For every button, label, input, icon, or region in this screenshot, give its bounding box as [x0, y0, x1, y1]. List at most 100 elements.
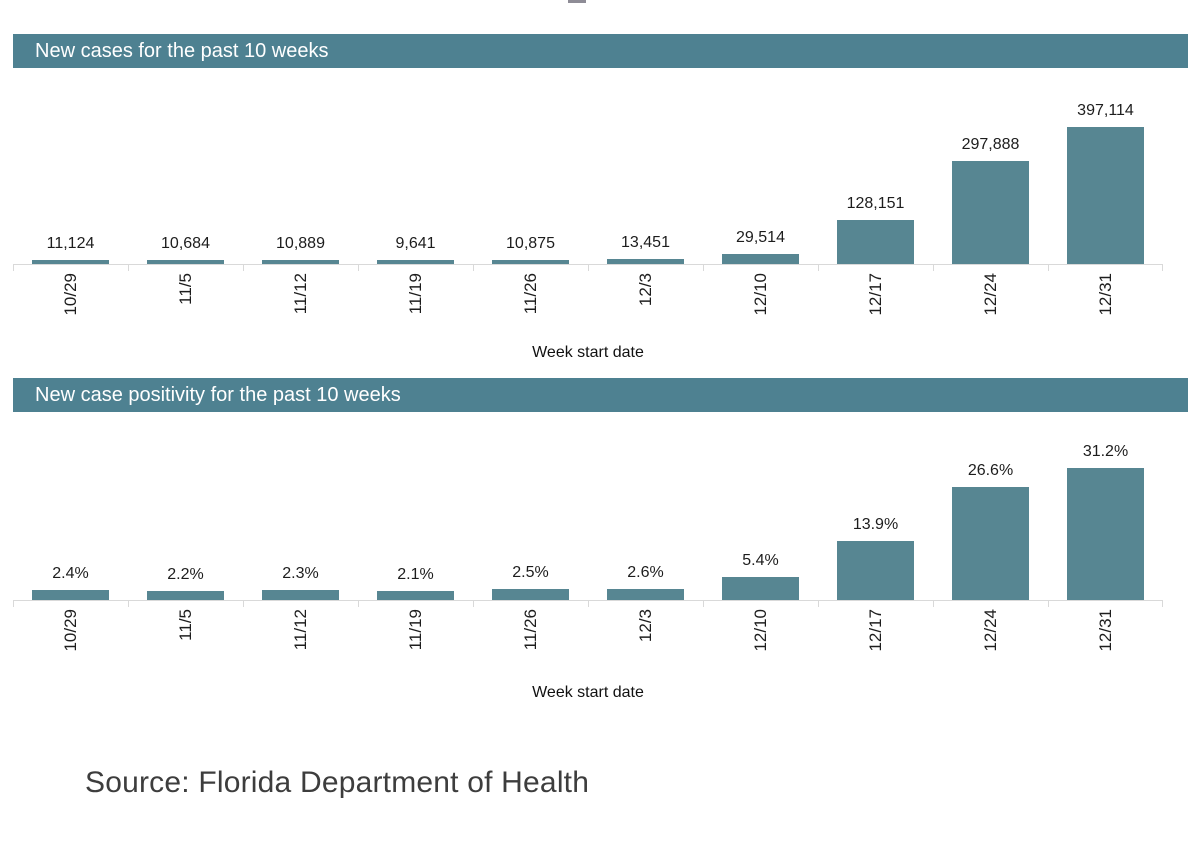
x-tick-label: 11/19	[405, 273, 425, 315]
bar-value-label: 9,641	[395, 235, 436, 252]
x-tick-label: 12/10	[750, 273, 770, 316]
axis-tick-mark	[473, 265, 474, 271]
bar-slot: 10,875	[473, 68, 588, 264]
x-tick: 12/3	[588, 601, 703, 680]
axis-tick-mark	[703, 265, 704, 271]
chart2-x-axis: 10/29 11/5 11/12 11/19 11/26 12/3 12/10 12/17 12…	[13, 600, 1163, 680]
chart1-bars: 11,124 10,684 10,889 9,641 10,875 13,451 29,51…	[13, 68, 1163, 264]
bar-slot: 2.3%	[243, 412, 358, 600]
bar	[261, 590, 340, 600]
bar	[721, 577, 800, 600]
x-tick: 12/17	[818, 265, 933, 344]
bar	[261, 260, 340, 264]
bar	[491, 589, 570, 600]
x-tick-label: 12/24	[980, 609, 1000, 652]
axis-tick-mark	[933, 601, 934, 607]
x-tick-label: 12/24	[980, 273, 1000, 316]
axis-tick-mark	[1162, 601, 1163, 607]
bar-value-label: 10,684	[161, 235, 210, 252]
bar-value-label: 128,151	[846, 195, 905, 212]
chart2-title-banner: New case positivity for the past 10 week…	[13, 378, 1188, 412]
bar-slot: 10,889	[243, 68, 358, 264]
x-tick: 10/29	[13, 601, 128, 680]
x-tick: 12/17	[818, 601, 933, 680]
x-tick: 12/31	[1048, 601, 1163, 680]
bar-value-label: 10,889	[276, 235, 325, 252]
bar-value-label: 26.6%	[967, 462, 1014, 479]
x-tick-label: 11/26	[520, 273, 540, 315]
axis-tick-mark	[1048, 265, 1049, 271]
bar-value-label: 2.4%	[52, 565, 89, 582]
x-tick: 12/24	[933, 265, 1048, 344]
bar-slot: 10,684	[128, 68, 243, 264]
source-note: Source: Florida Department of Health	[85, 766, 590, 799]
x-tick-label: 11/5	[175, 273, 195, 305]
x-tick: 12/10	[703, 601, 818, 680]
bar	[606, 259, 685, 264]
axis-tick-mark	[358, 601, 359, 607]
axis-tick-mark	[128, 265, 129, 271]
bar	[836, 541, 915, 600]
bar-slot: 29,514	[703, 68, 818, 264]
bar	[951, 487, 1030, 600]
bar	[1066, 468, 1145, 600]
bar-value-label: 13,451	[621, 234, 670, 251]
x-tick-label: 12/17	[865, 273, 885, 316]
bar	[376, 260, 455, 264]
axis-tick-mark	[933, 265, 934, 271]
chart1-title-banner: New cases for the past 10 weeks	[13, 34, 1188, 68]
bar-slot: 31.2%	[1048, 412, 1163, 600]
bar-value-label: 297,888	[961, 136, 1020, 153]
x-tick: 12/10	[703, 265, 818, 344]
bar-value-label: 2.6%	[627, 564, 664, 581]
x-tick-label: 11/19	[405, 609, 425, 651]
x-tick-label: 10/29	[60, 273, 80, 316]
bar-value-label: 2.5%	[512, 564, 549, 581]
bar	[836, 220, 915, 264]
bar-value-label: 2.1%	[397, 566, 434, 583]
chart2-x-axis-title: Week start date	[532, 684, 644, 701]
x-tick-label: 12/3	[635, 273, 655, 307]
axis-tick-mark	[13, 265, 14, 271]
bar-slot: 13,451	[588, 68, 703, 264]
x-tick-label: 11/12	[290, 273, 310, 315]
x-tick: 12/31	[1048, 265, 1163, 344]
x-tick-label: 12/3	[635, 609, 655, 643]
bar-value-label: 11,124	[46, 235, 95, 252]
bar-slot: 11,124	[13, 68, 128, 264]
bar-slot: 5.4%	[703, 412, 818, 600]
x-tick-label: 11/12	[290, 609, 310, 651]
axis-tick-mark	[13, 601, 14, 607]
bar-value-label: 397,114	[1077, 102, 1134, 119]
x-tick: 11/26	[473, 601, 588, 680]
axis-tick-mark	[358, 265, 359, 271]
axis-tick-mark	[1162, 265, 1163, 271]
axis-tick-mark	[1048, 601, 1049, 607]
axis-tick-mark	[128, 601, 129, 607]
chart1-x-axis-title: Week start date	[532, 344, 644, 361]
x-tick: 11/5	[128, 265, 243, 344]
cropped-ui-fragment	[568, 0, 586, 3]
axis-tick-mark	[588, 265, 589, 271]
chart2-plot-area: 2.4% 2.2% 2.3% 2.1% 2.5% 2.6% 5.4% 13.9% 26.6% 31…	[13, 412, 1163, 600]
x-tick-label: 12/31	[1095, 273, 1115, 316]
bar	[31, 590, 110, 600]
bar-slot: 9,641	[358, 68, 473, 264]
bar-slot: 397,114	[1048, 68, 1163, 264]
chart2-bars: 2.4% 2.2% 2.3% 2.1% 2.5% 2.6% 5.4% 13.9% 26.6% 31…	[13, 412, 1163, 600]
x-tick: 11/19	[358, 601, 473, 680]
bar	[721, 254, 800, 264]
x-tick: 12/24	[933, 601, 1048, 680]
axis-tick-mark	[243, 601, 244, 607]
bar-value-label: 2.3%	[282, 565, 319, 582]
x-tick-label: 12/17	[865, 609, 885, 652]
axis-tick-mark	[818, 601, 819, 607]
x-tick-label: 12/31	[1095, 609, 1115, 652]
bar-value-label: 29,514	[736, 229, 785, 246]
bar-slot: 2.5%	[473, 412, 588, 600]
chart1-plot-area: 11,124 10,684 10,889 9,641 10,875 13,451 29,51…	[13, 68, 1163, 264]
x-tick: 11/12	[243, 601, 358, 680]
bar-slot: 2.1%	[358, 412, 473, 600]
bar-value-label: 2.2%	[167, 566, 204, 583]
bar	[146, 260, 225, 264]
